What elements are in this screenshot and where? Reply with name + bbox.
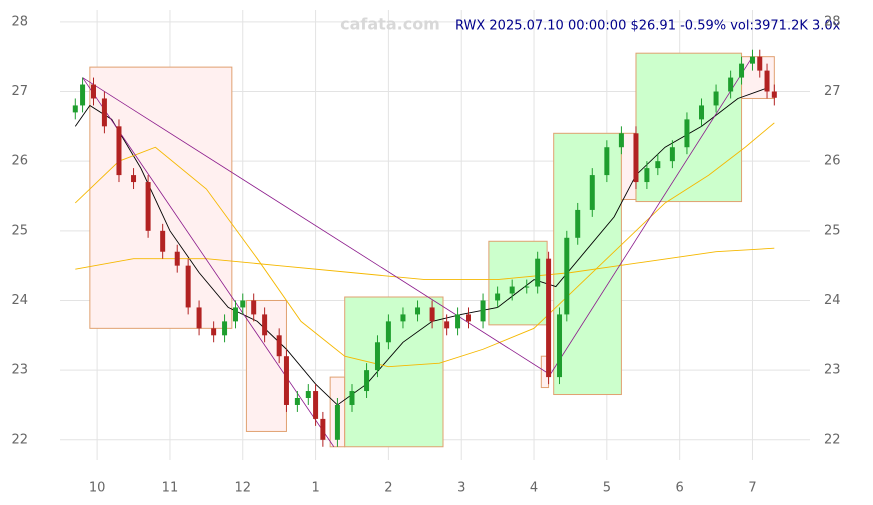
indicator-line — [74, 122, 775, 368]
candle-body — [757, 56, 763, 71]
candle-body — [101, 98, 107, 127]
candle-body — [145, 182, 151, 231]
candle-body — [444, 321, 450, 329]
candle-body — [232, 307, 238, 322]
candle-body — [72, 105, 78, 113]
x-tick-label: 12 — [234, 481, 251, 496]
y-tick-label: 26 — [11, 154, 28, 169]
range-box — [89, 66, 233, 329]
candle-body — [251, 300, 257, 315]
candle-body — [240, 300, 246, 308]
candle-body — [684, 119, 690, 148]
candle-body — [455, 314, 461, 329]
x-tick-label: 5 — [603, 481, 611, 496]
candle-body — [374, 342, 380, 371]
x-tick-label: 1 — [311, 481, 319, 496]
y-tick-label: 24 — [11, 293, 28, 308]
x-tick-label: 10 — [89, 481, 106, 496]
trend-line — [548, 56, 753, 378]
candle-body — [728, 77, 734, 92]
candle-body — [185, 265, 191, 308]
chart-title: RWX 2025.07.10 00:00:00 $26.91 -0.59% vo… — [455, 19, 841, 34]
candle-body — [160, 230, 166, 252]
candle-body — [465, 314, 471, 322]
candle-body — [174, 251, 180, 266]
y-tick-label-right: 25 — [824, 223, 841, 238]
candle-body — [575, 209, 581, 238]
y-tick-label: 23 — [11, 363, 28, 378]
candle-body — [211, 328, 217, 336]
candle-body — [320, 418, 326, 440]
x-tick-label: 6 — [676, 481, 684, 496]
candle-body — [349, 391, 355, 405]
indicator-line — [75, 247, 775, 281]
candle-body — [509, 286, 515, 294]
candle-body — [546, 258, 552, 378]
y-tick-label: 28 — [11, 14, 28, 29]
candle-body — [90, 84, 96, 99]
candle-body — [655, 161, 661, 169]
candle-body — [364, 370, 370, 392]
candle-body — [618, 133, 624, 148]
candle-body — [739, 63, 745, 78]
candle-body — [294, 398, 300, 405]
candle-body — [116, 126, 122, 176]
candle-body — [564, 237, 570, 315]
y-tick-label-right: 27 — [824, 84, 841, 99]
candle-body — [131, 175, 137, 183]
candle-body — [283, 356, 289, 405]
candle-body — [535, 258, 541, 287]
candle-body — [196, 307, 202, 329]
candle-body — [334, 404, 340, 440]
range-box — [344, 296, 444, 448]
trend-line — [82, 77, 335, 447]
candle-body — [415, 307, 421, 315]
x-tick-label: 3 — [457, 481, 465, 496]
x-tick-label: 4 — [530, 481, 538, 496]
candle-body — [557, 314, 563, 378]
candle-body — [633, 133, 639, 183]
y-tick-label-right: 26 — [824, 154, 841, 169]
candle-body — [699, 105, 705, 120]
candle-body — [771, 91, 777, 98]
y-tick-label: 25 — [11, 223, 28, 238]
y-tick-label: 27 — [11, 84, 28, 99]
range-box — [553, 132, 622, 396]
candle-body — [713, 91, 719, 106]
y-tick-label: 22 — [11, 432, 28, 447]
candle-body — [400, 314, 406, 322]
candle-body — [480, 300, 486, 322]
trend-line — [82, 77, 549, 374]
candle-body — [80, 84, 86, 106]
candle-body — [305, 391, 311, 399]
y-tick-label-right: 22 — [824, 432, 841, 447]
candle-body — [276, 335, 282, 357]
candle-body — [524, 286, 530, 288]
candle-body — [604, 147, 610, 176]
y-tick-label-right: 24 — [824, 293, 841, 308]
x-tick-label: 7 — [748, 481, 756, 496]
candle-body — [764, 70, 770, 92]
candle-body — [262, 314, 268, 336]
x-tick-label: 11 — [162, 481, 179, 496]
watermark: cafata.com — [340, 15, 440, 34]
candle-body — [749, 56, 755, 64]
candle-body — [313, 391, 319, 419]
y-tick-label-right: 28 — [824, 14, 841, 29]
candle-body — [222, 321, 228, 336]
candle-body — [429, 307, 435, 322]
candle-body — [385, 321, 391, 343]
candle-body — [495, 293, 501, 301]
x-tick-label: 2 — [384, 481, 392, 496]
y-tick-label-right: 23 — [824, 363, 841, 378]
candle-body — [589, 175, 595, 210]
candle-body — [669, 147, 675, 162]
candle-body — [644, 168, 650, 183]
